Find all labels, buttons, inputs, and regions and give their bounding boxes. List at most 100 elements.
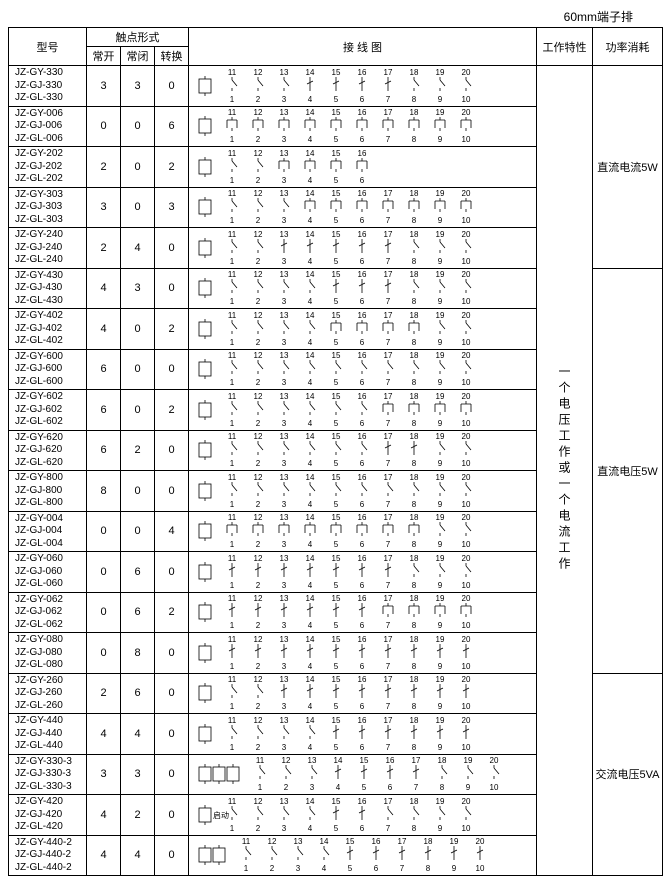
co-cell: 2 (155, 390, 189, 431)
nc-cell: 4 (121, 835, 155, 876)
svg-text:11: 11 (228, 149, 237, 158)
svg-text:4: 4 (308, 95, 313, 104)
svg-text:4: 4 (308, 824, 313, 833)
svg-text:14: 14 (306, 675, 315, 684)
nc-cell: 0 (121, 309, 155, 350)
svg-text:19: 19 (436, 351, 445, 360)
svg-text:4: 4 (308, 540, 313, 549)
no-cell: 0 (87, 511, 121, 552)
power-cell: 直流电压5W (593, 268, 663, 673)
svg-text:5: 5 (334, 176, 339, 185)
svg-text:15: 15 (332, 797, 341, 806)
model-cell: JZ-GY-303 JZ-GJ-303 JZ-GL-303 (9, 187, 87, 228)
model-cell: JZ-GY-006 JZ-GJ-006 JZ-GL-006 (9, 106, 87, 147)
svg-text:3: 3 (282, 459, 287, 468)
nc-cell: 0 (121, 390, 155, 431)
svg-text:12: 12 (254, 675, 263, 684)
svg-text:16: 16 (358, 432, 367, 441)
svg-text:12: 12 (254, 270, 263, 279)
svg-text:19: 19 (436, 311, 445, 320)
svg-text:12: 12 (254, 149, 263, 158)
svg-text:13: 13 (308, 756, 317, 765)
svg-text:17: 17 (384, 513, 393, 522)
svg-text:12: 12 (254, 635, 263, 644)
svg-text:16: 16 (386, 756, 395, 765)
svg-text:19: 19 (464, 756, 473, 765)
svg-text:15: 15 (332, 473, 341, 482)
svg-text:4: 4 (308, 702, 313, 711)
wiring-diagram: 1111221331441551661771881992010 (189, 754, 537, 795)
svg-text:10: 10 (462, 662, 471, 671)
svg-text:12: 12 (254, 513, 263, 522)
svg-text:10: 10 (462, 135, 471, 144)
svg-text:7: 7 (400, 864, 405, 873)
svg-text:12: 12 (254, 351, 263, 360)
wiring-diagram: 1111221331441551661771881992010 (189, 228, 537, 269)
svg-text:1: 1 (230, 95, 235, 104)
svg-text:7: 7 (386, 338, 391, 347)
no-cell: 3 (87, 66, 121, 107)
svg-text:19: 19 (436, 432, 445, 441)
svg-text:8: 8 (412, 824, 417, 833)
svg-text:3: 3 (282, 297, 287, 306)
svg-text:2: 2 (284, 783, 289, 792)
no-cell: 6 (87, 349, 121, 390)
svg-text:19: 19 (436, 797, 445, 806)
power-cell: 直流电流5W (593, 66, 663, 269)
wiring-diagram: 1111221331441551661771881992010 (189, 187, 537, 228)
model-cell: JZ-GY-240 JZ-GJ-240 JZ-GL-240 (9, 228, 87, 269)
svg-text:3: 3 (282, 338, 287, 347)
svg-text:5: 5 (334, 662, 339, 671)
svg-text:19: 19 (436, 716, 445, 725)
svg-text:2: 2 (256, 743, 261, 752)
model-cell: JZ-GY-062 JZ-GJ-062 JZ-GL-062 (9, 592, 87, 633)
co-cell: 2 (155, 309, 189, 350)
svg-text:11: 11 (228, 311, 237, 320)
svg-text:7: 7 (386, 581, 391, 590)
svg-text:12: 12 (254, 716, 263, 725)
nc-cell: 4 (121, 228, 155, 269)
svg-text:5: 5 (334, 581, 339, 590)
svg-text:6: 6 (374, 864, 379, 873)
svg-text:19: 19 (436, 473, 445, 482)
svg-text:17: 17 (384, 189, 393, 198)
svg-text:18: 18 (438, 756, 447, 765)
svg-text:17: 17 (384, 473, 393, 482)
svg-text:2: 2 (256, 338, 261, 347)
svg-text:12: 12 (254, 594, 263, 603)
svg-text:14: 14 (306, 392, 315, 401)
no-cell: 6 (87, 430, 121, 471)
svg-text:16: 16 (358, 635, 367, 644)
svg-text:5: 5 (334, 338, 339, 347)
svg-text:5: 5 (334, 824, 339, 833)
svg-text:6: 6 (360, 540, 365, 549)
svg-text:15: 15 (332, 108, 341, 117)
svg-text:16: 16 (358, 189, 367, 198)
svg-text:8: 8 (412, 378, 417, 387)
svg-text:20: 20 (462, 635, 471, 644)
no-cell: 4 (87, 268, 121, 309)
svg-text:7: 7 (386, 540, 391, 549)
svg-text:8: 8 (412, 95, 417, 104)
svg-text:15: 15 (332, 230, 341, 239)
svg-text:13: 13 (280, 554, 289, 563)
svg-text:1: 1 (230, 176, 235, 185)
th-work: 工作特性 (537, 28, 593, 66)
wiring-diagram: 1111221331441551661771881992010 (189, 430, 537, 471)
svg-text:13: 13 (280, 351, 289, 360)
svg-text:10: 10 (462, 95, 471, 104)
svg-text:15: 15 (346, 837, 355, 846)
svg-text:6: 6 (360, 459, 365, 468)
svg-text:7: 7 (386, 216, 391, 225)
svg-text:20: 20 (462, 473, 471, 482)
svg-text:6: 6 (360, 419, 365, 428)
wiring-diagram: 111122133144155166 (189, 147, 537, 188)
svg-text:6: 6 (360, 824, 365, 833)
svg-text:19: 19 (436, 594, 445, 603)
svg-text:18: 18 (410, 189, 419, 198)
wiring-diagram: 1111221331441551661771881992010 (189, 835, 537, 876)
svg-text:19: 19 (436, 392, 445, 401)
svg-text:2: 2 (256, 95, 261, 104)
nc-cell: 6 (121, 592, 155, 633)
svg-text:3: 3 (282, 540, 287, 549)
